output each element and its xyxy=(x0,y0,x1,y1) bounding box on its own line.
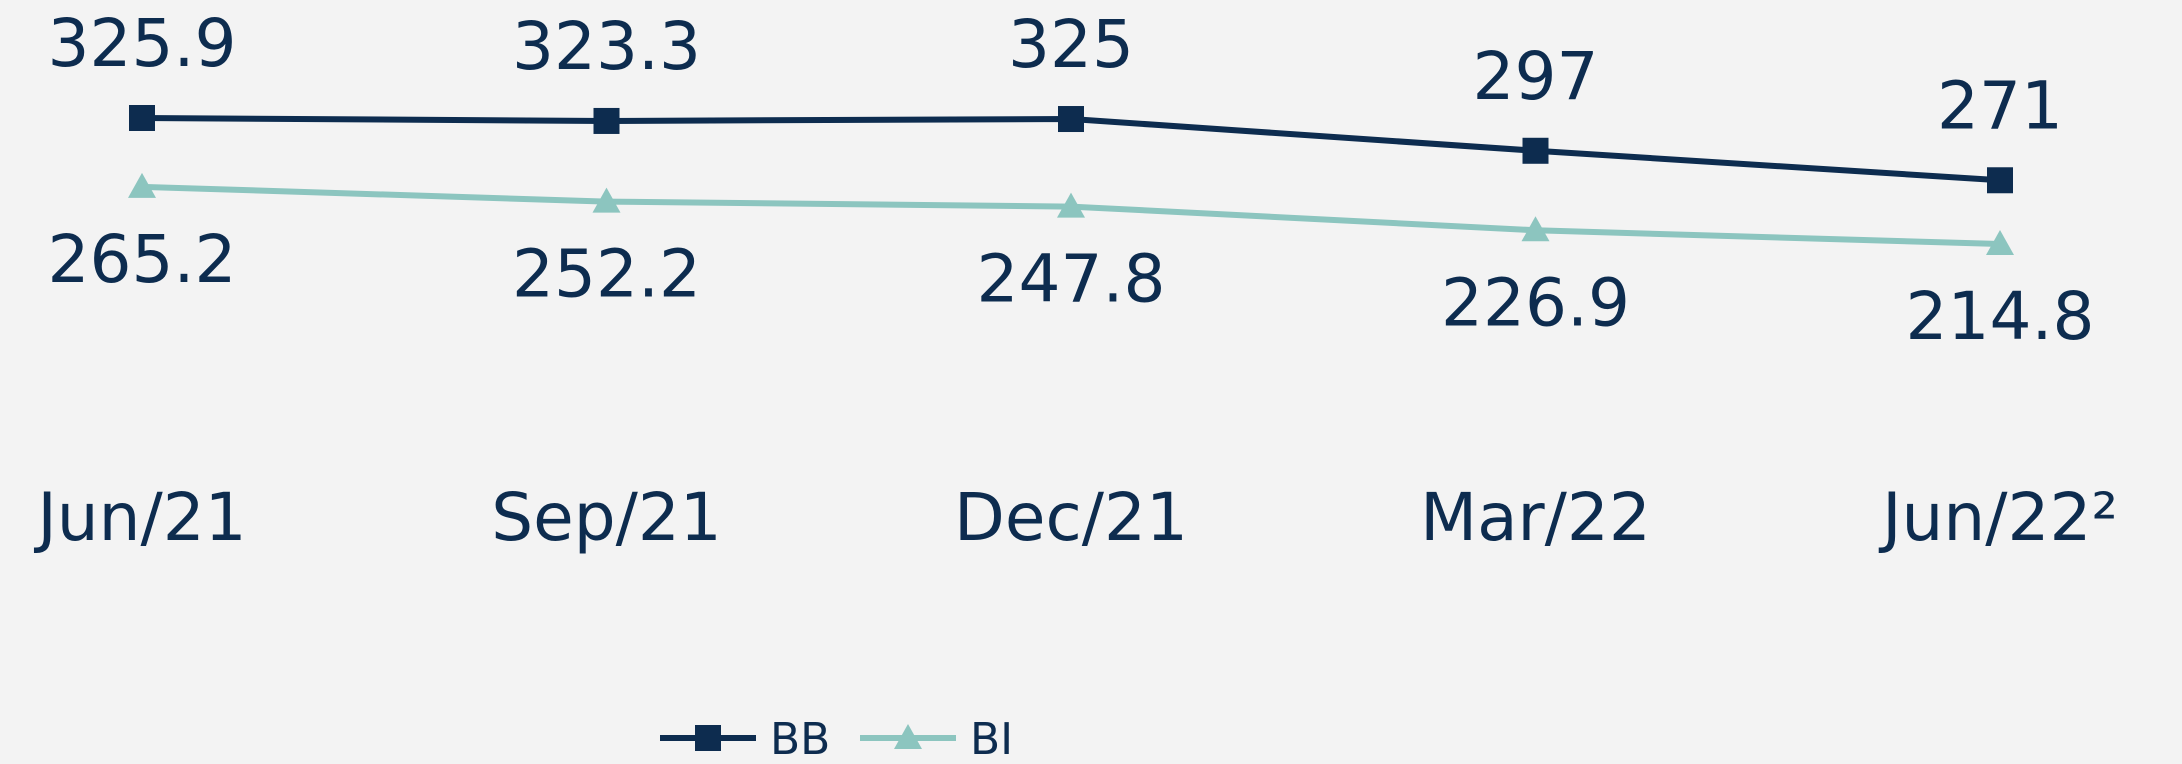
data-label: 297 xyxy=(1473,38,1599,115)
marker xyxy=(1987,167,2013,194)
marker xyxy=(1986,230,2014,255)
data-label: 252.2 xyxy=(512,236,701,313)
data-label: 214.8 xyxy=(1906,278,2095,355)
marker xyxy=(1057,192,1085,218)
marker xyxy=(128,172,156,198)
marker xyxy=(1058,106,1084,133)
legend-label: BI xyxy=(970,714,1013,764)
marker xyxy=(695,725,721,751)
x-tick-label: Jun/21 xyxy=(33,479,246,556)
data-label: 265.2 xyxy=(48,221,237,298)
data-label: 271 xyxy=(1937,67,2063,144)
data-label: 226.9 xyxy=(1441,264,1630,341)
marker xyxy=(1522,137,1549,164)
data-label: 323.3 xyxy=(512,8,701,85)
data-label: 325 xyxy=(1008,6,1134,83)
marker xyxy=(129,105,155,131)
x-tick-label: Dec/21 xyxy=(954,479,1188,556)
marker xyxy=(1521,216,1550,242)
x-tick-label: Jun/22² xyxy=(1878,479,2118,556)
data-label: 325.9 xyxy=(48,5,237,82)
legend-label: BB xyxy=(770,714,830,764)
marker xyxy=(593,107,620,134)
data-label: 247.8 xyxy=(977,241,1166,318)
marker xyxy=(894,724,922,749)
marker xyxy=(592,187,621,213)
x-tick-label: Sep/21 xyxy=(491,479,722,556)
x-tick-label: Mar/22 xyxy=(1420,479,1651,556)
